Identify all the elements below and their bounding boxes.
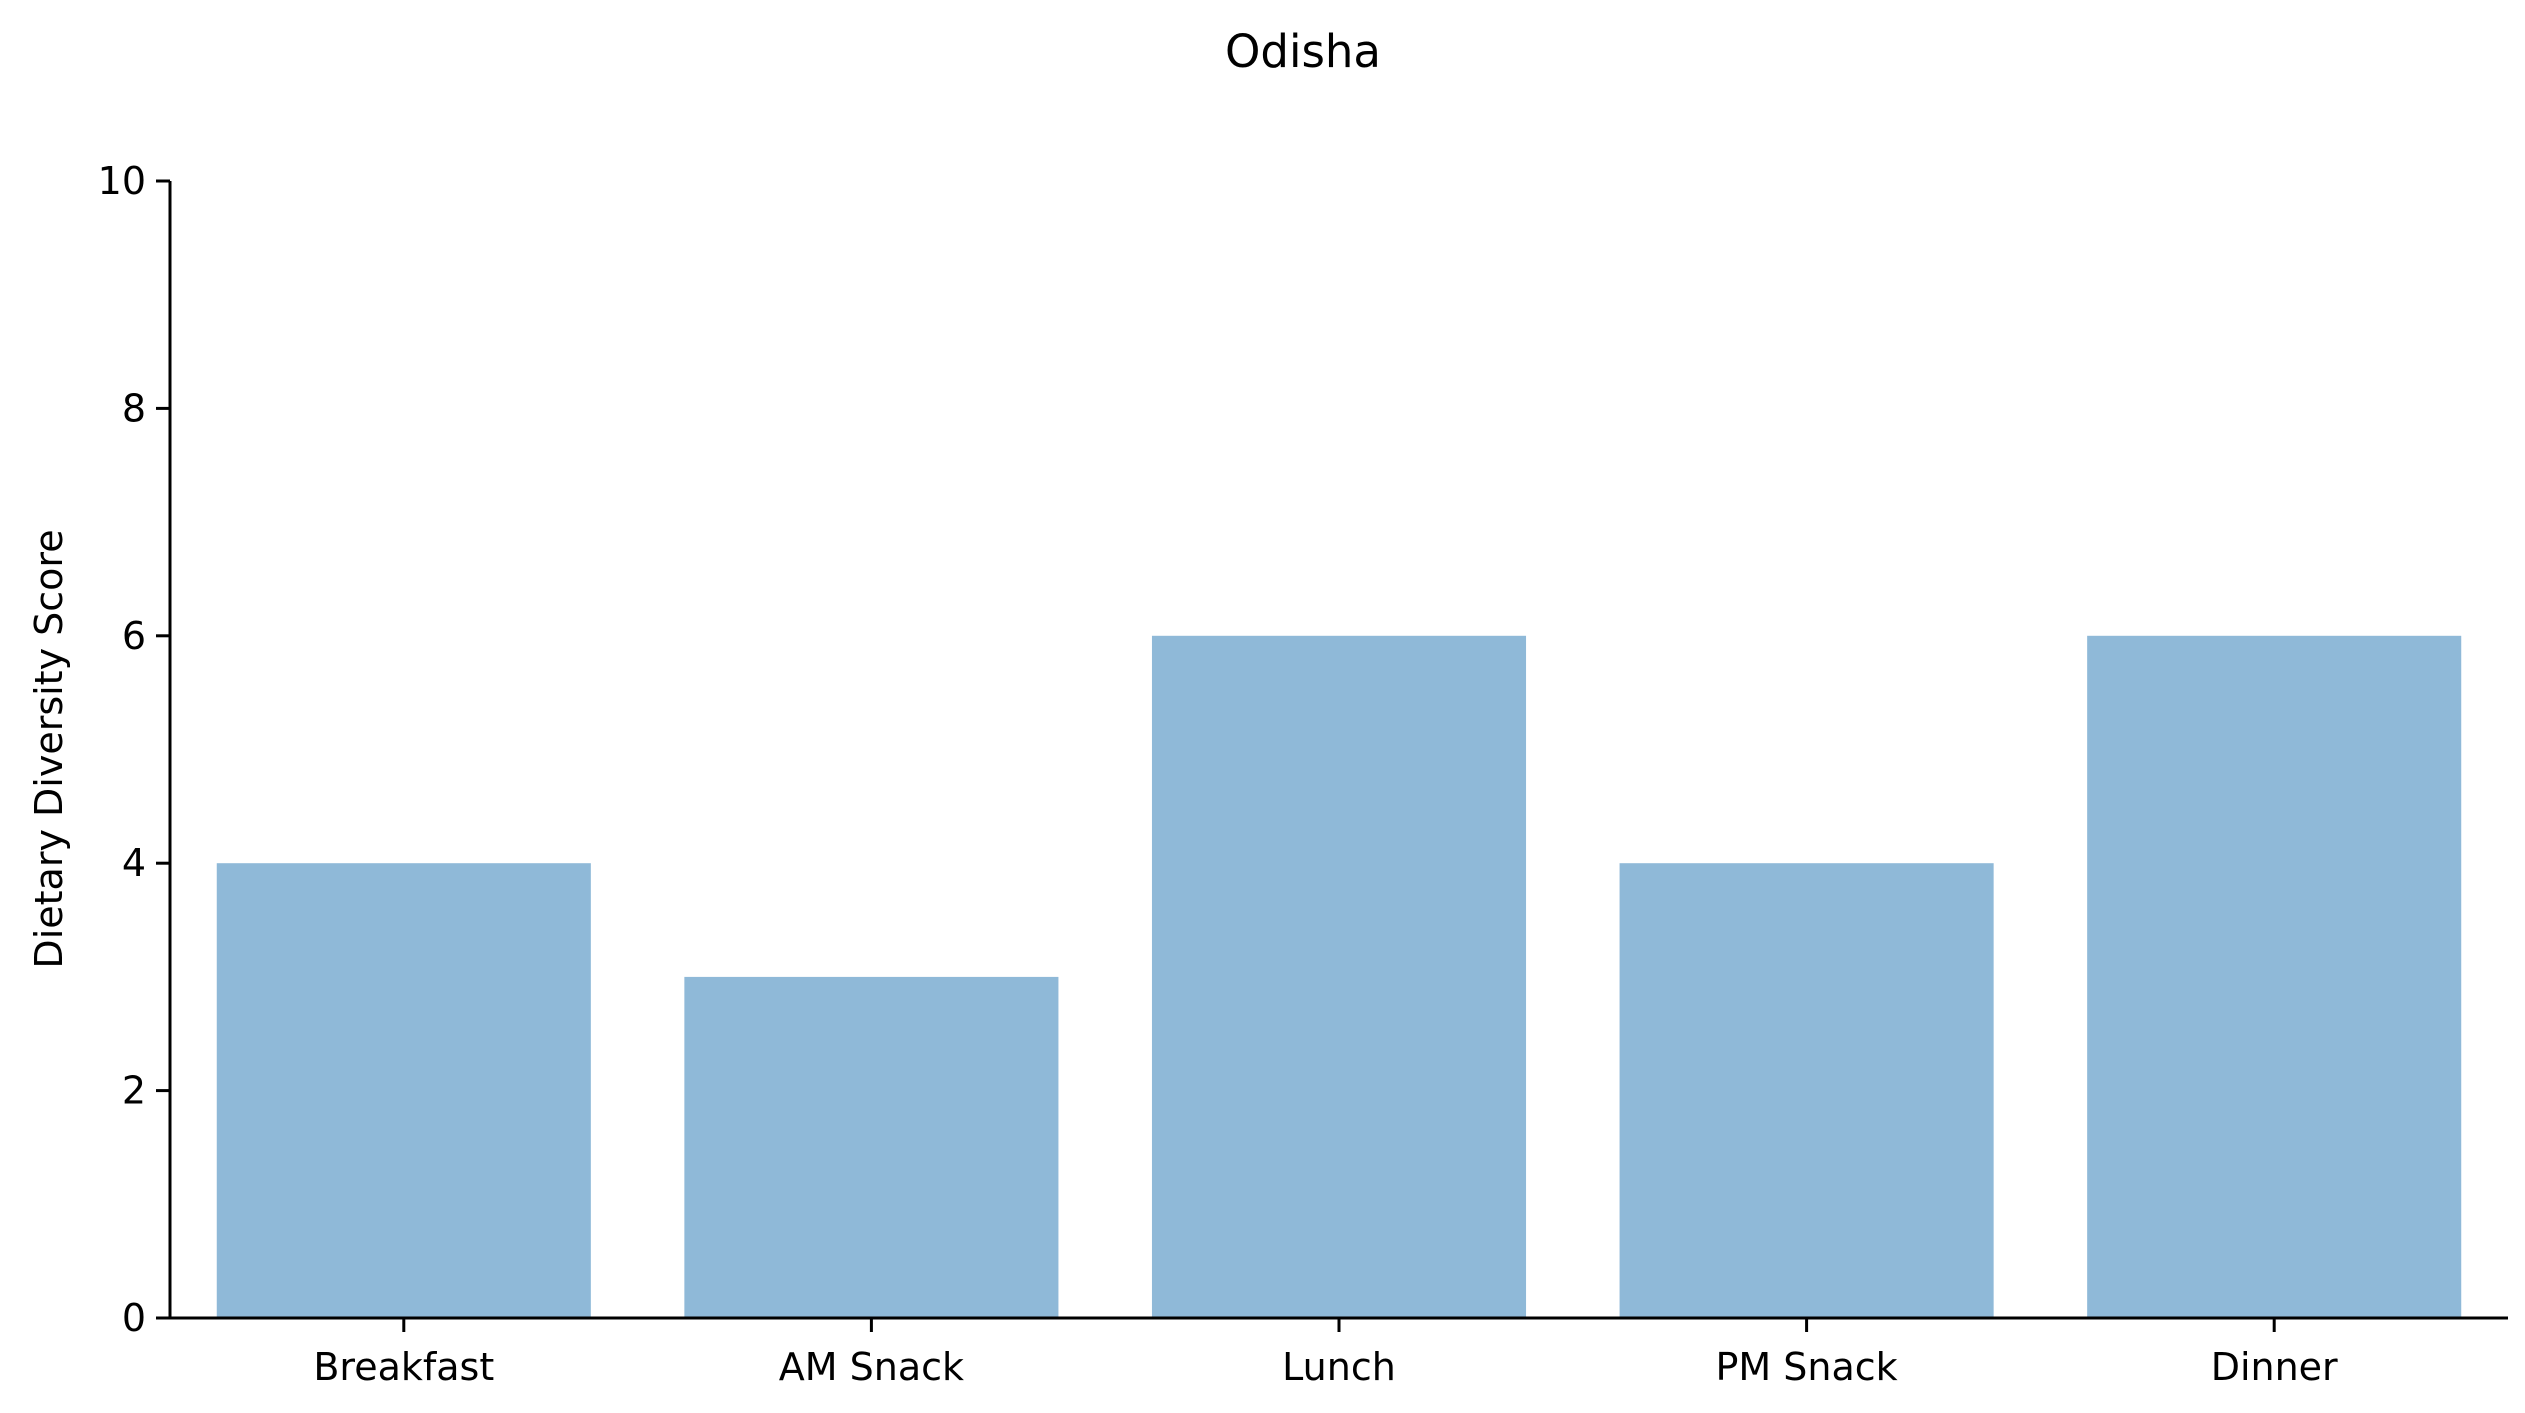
- chart-title: Odisha: [1225, 25, 1381, 78]
- y-axis-label: Dietary Diversity Score: [27, 529, 71, 968]
- x-tick-label: Dinner: [2211, 1345, 2338, 1389]
- y-tick-label: 10: [98, 159, 146, 203]
- bar-breakfast: [216, 863, 591, 1318]
- bars-group: [216, 635, 2462, 1318]
- bar-lunch: [1151, 635, 1527, 1318]
- bar-am-snack: [684, 976, 1059, 1318]
- y-tick-label: 0: [122, 1296, 146, 1340]
- y-tick-label: 2: [122, 1069, 146, 1113]
- x-tick-label: AM Snack: [779, 1345, 964, 1389]
- x-axis-ticks: Breakfast AM Snack Lunch PM Snack Dinner: [313, 1318, 2338, 1389]
- x-tick-label: PM Snack: [1716, 1345, 1898, 1389]
- x-tick-label: Lunch: [1282, 1345, 1396, 1389]
- bar-pm-snack: [1619, 863, 1994, 1318]
- x-tick-label: Breakfast: [313, 1345, 494, 1389]
- y-tick-label: 8: [122, 386, 146, 430]
- bar-dinner: [2087, 635, 2462, 1318]
- y-tick-label: 4: [122, 841, 146, 885]
- y-tick-label: 6: [122, 614, 146, 658]
- y-axis-ticks: 0 2 4 6 8 10: [98, 159, 170, 1340]
